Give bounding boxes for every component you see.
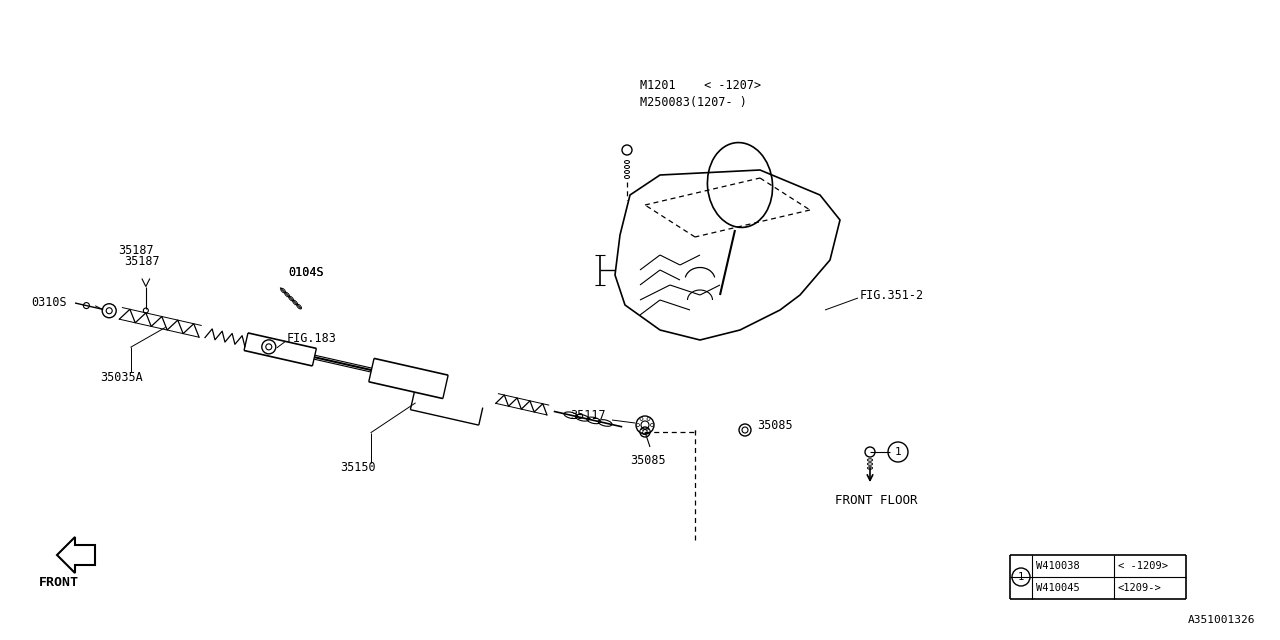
Ellipse shape: [636, 424, 640, 426]
Text: 35085: 35085: [756, 419, 792, 431]
Ellipse shape: [640, 429, 643, 433]
Text: M250083(1207- ): M250083(1207- ): [640, 95, 746, 109]
Text: < -1209>: < -1209>: [1117, 561, 1169, 571]
Text: <1209->: <1209->: [1117, 583, 1162, 593]
Text: 35035A: 35035A: [101, 371, 143, 384]
Text: 35085: 35085: [630, 454, 666, 467]
Ellipse shape: [640, 417, 643, 420]
Text: FIG.183: FIG.183: [287, 332, 337, 346]
Ellipse shape: [646, 417, 650, 420]
Text: A351001326: A351001326: [1188, 615, 1254, 625]
Circle shape: [83, 303, 90, 308]
Text: FRONT FLOOR: FRONT FLOOR: [835, 493, 918, 506]
Text: 0310S: 0310S: [31, 296, 67, 309]
Text: 0104S: 0104S: [288, 266, 324, 279]
Ellipse shape: [646, 429, 650, 433]
Text: 35117: 35117: [570, 408, 605, 422]
Text: FIG.351-2: FIG.351-2: [860, 289, 924, 301]
Text: W410045: W410045: [1036, 583, 1080, 593]
Text: 0104S: 0104S: [288, 266, 324, 279]
Text: 1: 1: [1018, 572, 1024, 582]
Text: W410038: W410038: [1036, 561, 1080, 571]
Ellipse shape: [650, 424, 654, 426]
Text: 35150: 35150: [340, 461, 376, 474]
Text: 1: 1: [895, 447, 901, 457]
Text: M1201    < -1207>: M1201 < -1207>: [640, 79, 762, 92]
Text: 35187: 35187: [124, 255, 160, 268]
Text: 35187: 35187: [119, 244, 154, 257]
Text: FRONT: FRONT: [38, 577, 79, 589]
